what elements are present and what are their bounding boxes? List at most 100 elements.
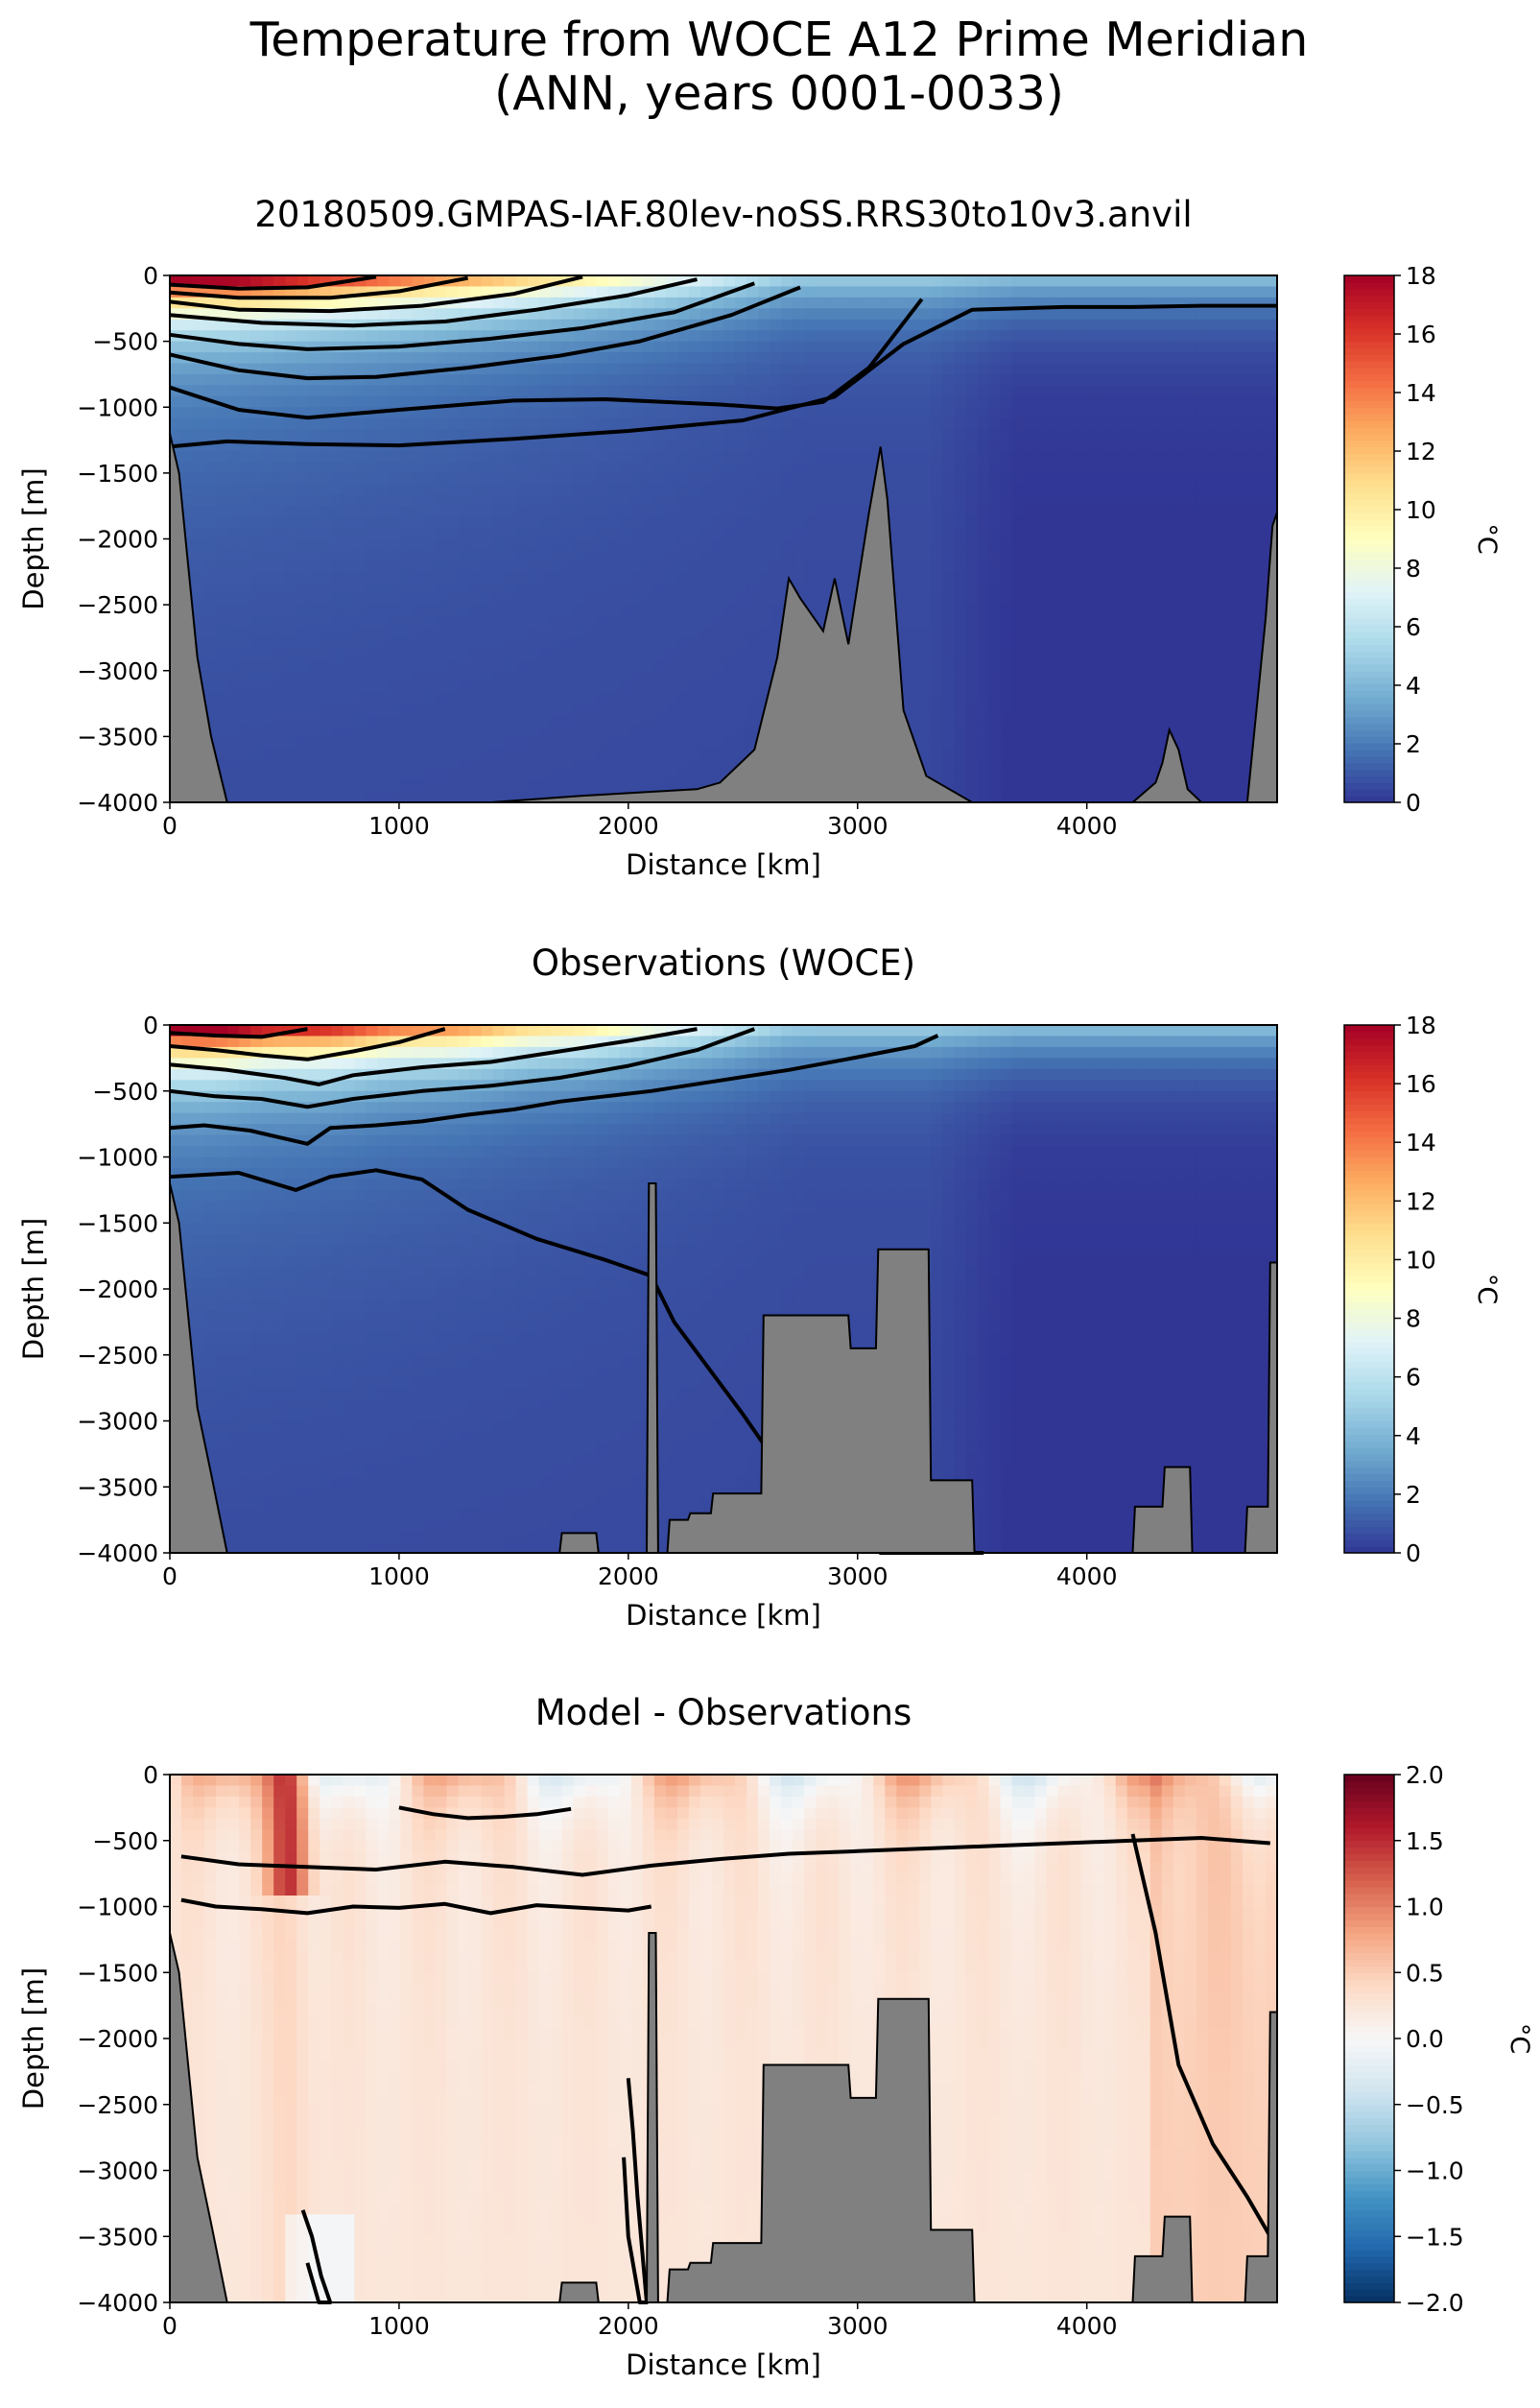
field-cell <box>343 747 355 759</box>
field-cell <box>711 627 724 639</box>
field-cell <box>1184 714 1197 727</box>
field-cell <box>458 560 471 573</box>
field-cell <box>1265 395 1278 408</box>
field-cell <box>296 769 309 781</box>
field-cell <box>919 538 932 551</box>
field-cell <box>1092 429 1105 441</box>
field-cell <box>366 615 378 628</box>
field-cell <box>1126 703 1140 716</box>
field-cell <box>804 528 817 540</box>
field-cell <box>1173 440 1186 452</box>
field-cell <box>250 780 263 793</box>
field-cell <box>1011 352 1025 365</box>
field-cell <box>492 560 506 573</box>
field-cell <box>320 330 332 343</box>
field-cell <box>216 583 228 595</box>
field-cell <box>630 560 644 573</box>
field-cell <box>331 528 344 540</box>
field-cell <box>1242 681 1255 694</box>
field-cell <box>977 758 990 771</box>
field-cell <box>377 330 390 343</box>
field-cell <box>285 451 297 464</box>
field-cell <box>1103 506 1117 518</box>
field-cell <box>193 363 205 375</box>
field-cell <box>423 417 437 430</box>
field-cell <box>781 429 794 441</box>
field-cell <box>400 627 414 639</box>
field-cell <box>942 670 956 682</box>
field-cell <box>354 528 367 540</box>
field-cell <box>642 747 655 759</box>
field-cell <box>1046 791 1059 803</box>
field-cell <box>781 385 794 397</box>
panel-observations-title: Observations (WOCE) <box>532 942 915 984</box>
field-cell <box>527 407 540 419</box>
field-cell <box>1242 725 1255 737</box>
field-cell <box>354 703 367 716</box>
field-cell <box>204 1388 217 1400</box>
field-cell <box>273 538 286 551</box>
field-cell <box>296 549 309 561</box>
field-cell <box>308 494 320 507</box>
field-cell <box>469 516 483 529</box>
field-cell <box>896 373 909 386</box>
colorbar-tick-label: 8 <box>1406 555 1421 583</box>
colorbar-segment <box>1344 723 1394 731</box>
field-cell <box>377 516 390 529</box>
field-cell <box>1230 286 1244 298</box>
field-cell <box>746 308 759 321</box>
field-cell <box>1046 352 1059 365</box>
field-cell <box>630 780 644 793</box>
field-cell <box>504 385 517 397</box>
field-cell <box>1046 627 1059 639</box>
field-cell <box>1115 352 1128 365</box>
field-cell <box>515 462 529 474</box>
field-cell <box>573 494 586 507</box>
field-cell <box>607 297 621 309</box>
field-cell <box>1230 330 1244 343</box>
field-cell <box>1242 528 1255 540</box>
colorbar-segment <box>1344 453 1394 461</box>
field-cell <box>366 363 378 375</box>
field-cell <box>216 593 228 606</box>
field-cell <box>412 593 425 606</box>
field-cell <box>1011 692 1025 704</box>
field-cell <box>977 472 990 485</box>
field-cell <box>954 627 967 639</box>
field-cell <box>538 494 552 507</box>
field-cell <box>423 462 437 474</box>
field-cell <box>504 637 517 650</box>
field-cell <box>377 780 390 793</box>
field-cell <box>746 516 759 529</box>
field-cell <box>515 593 529 606</box>
field-cell <box>642 549 655 561</box>
field-cell <box>711 373 724 386</box>
field-cell <box>331 429 344 441</box>
field-cell <box>1161 659 1174 672</box>
field-cell <box>665 385 678 397</box>
field-cell <box>584 648 598 660</box>
field-cell <box>538 692 552 704</box>
field-cell <box>919 714 932 727</box>
field-cell <box>735 549 747 561</box>
field-cell <box>320 560 332 573</box>
field-cell <box>1103 615 1117 628</box>
field-cell <box>1034 605 1048 617</box>
field-cell <box>250 615 263 628</box>
field-cell <box>561 615 575 628</box>
field-cell <box>354 352 367 365</box>
field-cell <box>308 627 320 639</box>
field-cell <box>1196 341 1209 353</box>
field-cell <box>343 703 355 716</box>
field-cell <box>458 373 471 386</box>
field-cell <box>492 780 506 793</box>
field-cell <box>965 385 979 397</box>
field-cell <box>1126 417 1140 430</box>
field-cell <box>504 440 517 452</box>
field-cell <box>216 549 228 561</box>
field-cell <box>770 319 782 331</box>
field-cell <box>1126 780 1140 793</box>
field-cell <box>308 385 320 397</box>
field-cell <box>561 538 575 551</box>
field-cell <box>1173 560 1186 573</box>
